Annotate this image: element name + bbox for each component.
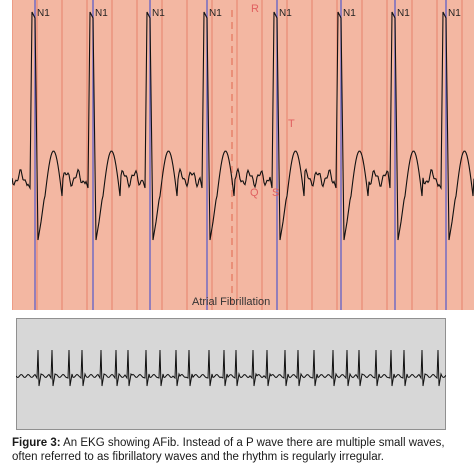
overview-trace <box>16 349 446 387</box>
beat-label: N1 <box>37 8 50 19</box>
beat-label: N1 <box>152 8 165 19</box>
beat-label: N1 <box>448 8 461 19</box>
beat-label: N1 <box>209 8 222 19</box>
ekg-overview-strip <box>16 318 446 430</box>
caption-text: An EKG showing AFib. Instead of a P wave… <box>12 437 445 463</box>
beat-label: N1 <box>343 8 356 19</box>
beat-label: N1 <box>397 8 410 19</box>
caption-prefix: Figure 3: <box>12 437 61 449</box>
ekg-trace <box>12 11 474 241</box>
q-wave-label: Q <box>250 187 259 199</box>
ekg-main-strip: N1 N1 N1 N1 N1 N1 N1 N1 R T Q S Atrial Fibrilla… <box>12 0 474 310</box>
s-wave-label: S <box>272 187 279 199</box>
beat-label: N1 <box>279 8 292 19</box>
beat-label: N1 <box>95 8 108 19</box>
beat-labels: N1 N1 N1 N1 N1 N1 N1 N1 <box>37 8 461 19</box>
rhythm-label: Atrial Fibrillation <box>192 296 270 308</box>
t-wave-label: T <box>288 118 295 130</box>
overview-background <box>16 318 446 430</box>
figure-caption: Figure 3: An EKG showing AFib. Instead o… <box>12 436 470 464</box>
r-wave-label: R <box>251 3 259 15</box>
strip-background <box>12 0 474 310</box>
